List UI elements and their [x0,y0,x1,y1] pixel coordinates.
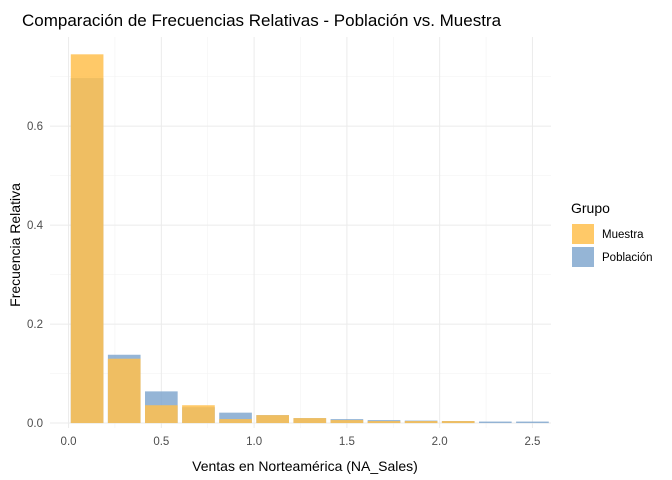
y-tick-label: 0.0 [27,418,43,430]
bar-muestra [145,405,178,424]
bar-poblacion [516,421,549,424]
legend-key-muestra [572,224,594,244]
bar-muestra [70,54,104,424]
legend-label-poblacion: Población [602,252,653,264]
x-axis-ticks: 0.0 0.5 1.0 1.5 2.0 2.5 [61,436,541,448]
bar-poblacion [219,412,252,424]
x-tick-label: 2.0 [432,436,448,448]
legend-title: Grupo [571,200,610,216]
bar-poblacion [479,421,512,424]
x-axis-title: Ventas en Norteamérica (NA_Sales) [192,458,418,474]
legend-label-muestra: Muestra [602,229,644,241]
y-axis-title: Frecuencia Relativa [7,183,23,307]
y-tick-label: 0.6 [27,121,43,133]
x-tick-label: 1.0 [246,436,262,448]
bar-muestra [330,420,364,424]
x-tick-label: 0.5 [153,436,169,448]
bar-muestra [441,421,475,424]
x-tick-label: 1.5 [339,436,355,448]
chart-title: Comparación de Frecuencias Relativas - P… [22,11,502,30]
y-axis-ticks: 0.0 0.2 0.4 0.6 [27,121,44,430]
legend-key-poblacion [572,247,594,267]
y-tick-label: 0.4 [27,220,44,232]
y-tick-label: 0.2 [27,319,43,331]
bars-layer [70,54,549,424]
bar-muestra [219,419,252,424]
bar-muestra [404,421,438,424]
bar-muestra [107,358,141,424]
bar-muestra [256,415,289,424]
legend: Grupo Muestra Población [571,200,653,267]
x-tick-label: 0.0 [61,436,77,448]
bar-muestra [367,421,401,424]
bar-muestra [182,405,215,424]
x-tick-label: 2.5 [524,436,540,448]
bar-muestra [293,418,327,424]
